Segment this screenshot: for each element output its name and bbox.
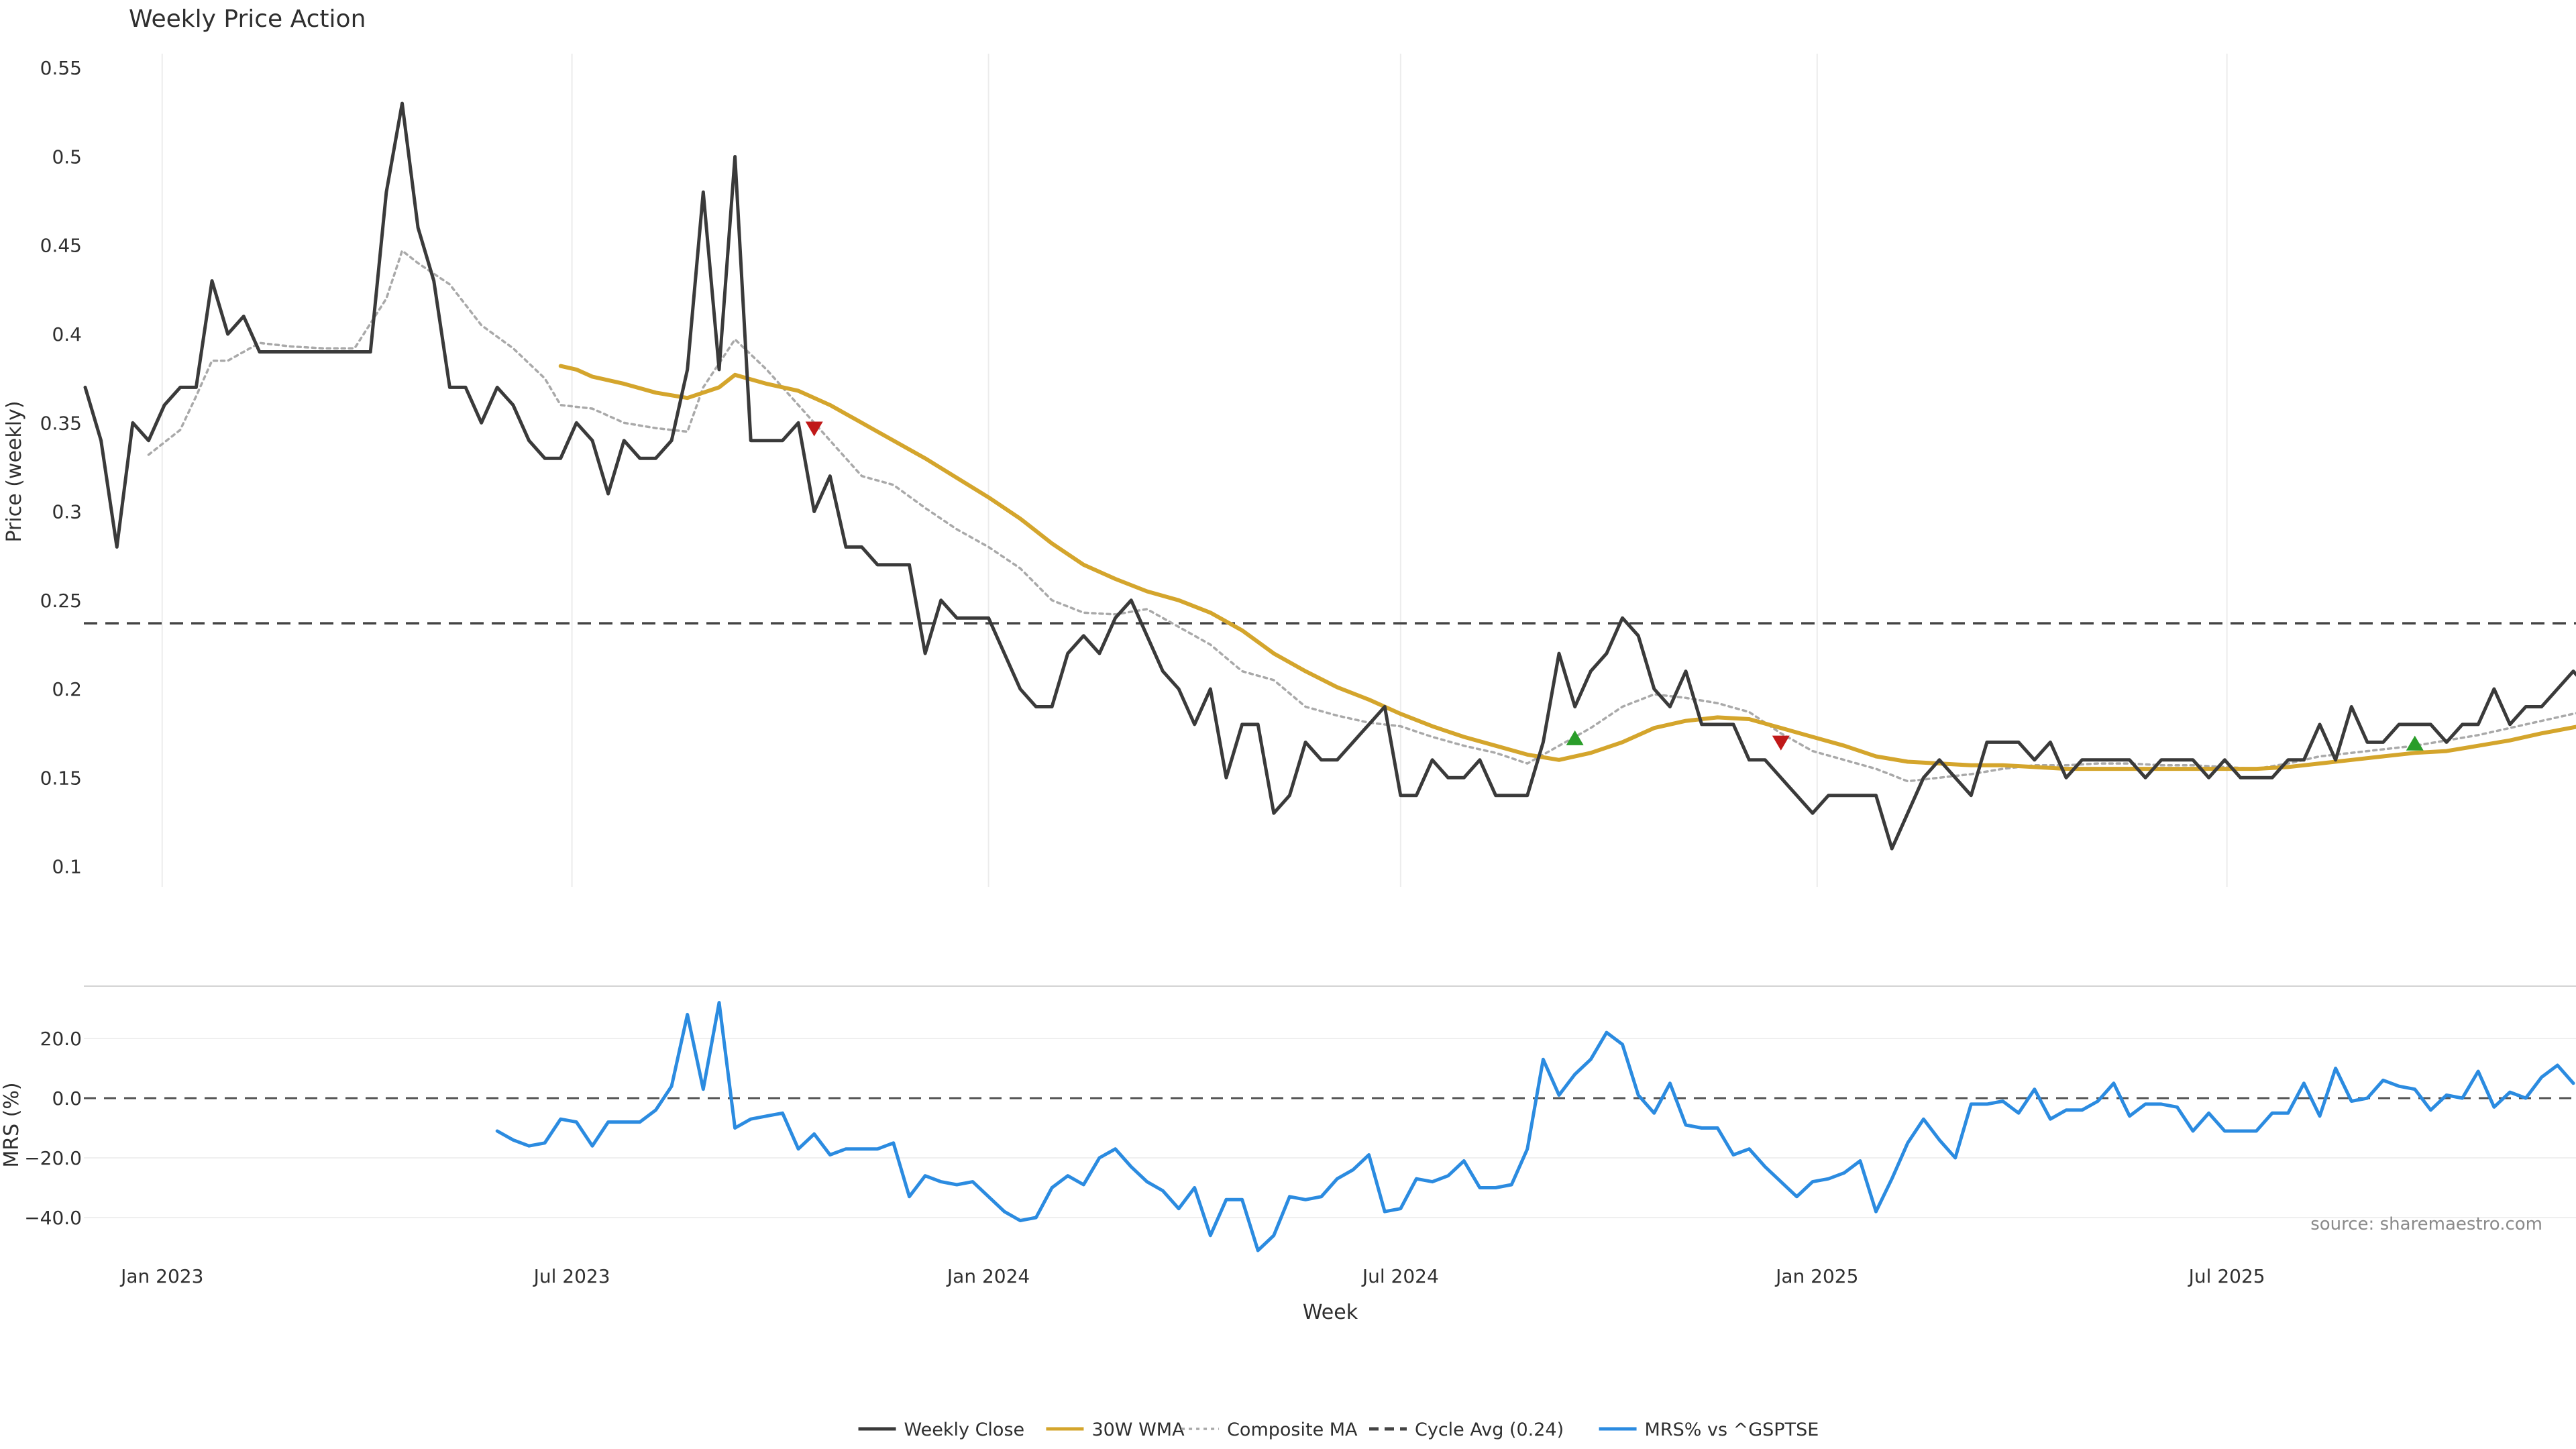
price-y-ticks: 0.1 0.15 0.2 0.25 0.3 0.35 0.4 0.45 0.5 0.55: [40, 57, 82, 877]
legend-label: Weekly Close: [904, 1419, 1025, 1440]
mrs-y-tick-label: −40.0: [24, 1207, 82, 1229]
x-tick-label: Jan 2024: [946, 1265, 1030, 1287]
buy-signal-marker: [1566, 730, 1584, 745]
x-axis-label: Week: [1303, 1301, 1358, 1324]
mrs-panel: −40.0 −20.0 0.0 20.0 MRS (%) source: sharem…: [0, 985, 2576, 1252]
buy-signal-marker: [2406, 735, 2424, 751]
price-y-tick-label: 0.4: [52, 323, 82, 345]
price-y-axis-label: Price (weekly): [3, 400, 26, 542]
price-grid: [84, 54, 2576, 887]
legend-label: 30W WMA: [1091, 1419, 1185, 1440]
source-annotation: source: sharemaestro.com: [2310, 1214, 2542, 1234]
price-y-tick-label: 0.15: [40, 767, 82, 789]
price-y-tick-label: 0.2: [52, 678, 82, 700]
x-tick-label: Jan 2023: [119, 1265, 203, 1287]
price-y-tick-label: 0.35: [40, 412, 82, 434]
mrs-y-tick-label: 0.0: [52, 1087, 82, 1110]
price-panel: 0.1 0.15 0.2 0.25 0.3 0.35 0.4 0.45 0.5 0.55 Week…: [3, 5, 2576, 887]
price-series: [83, 101, 2576, 851]
weekly-close-line: [83, 101, 2576, 851]
x-tick-label: Jul 2024: [1361, 1265, 1439, 1287]
legend-label: Composite MA: [1227, 1419, 1358, 1440]
sell-signal-marker: [1772, 735, 1790, 751]
price-y-tick-label: 0.1: [52, 856, 82, 878]
mrs-y-ticks: −40.0 −20.0 0.0 20.0: [24, 1028, 82, 1229]
composite-ma-line: [147, 249, 2576, 783]
price-y-tick-label: 0.55: [40, 57, 82, 79]
legend-label: Cycle Avg (0.24): [1415, 1419, 1564, 1440]
price-y-tick-label: 0.5: [52, 146, 82, 168]
mrs-grid: [84, 1038, 2576, 1218]
mrs-y-axis-label: MRS (%): [0, 1082, 23, 1167]
price-chart-title: Weekly Price Action: [129, 5, 366, 33]
mrs-line: [495, 1001, 2575, 1252]
mrs-series: [495, 1001, 2575, 1252]
x-tick-label: Jan 2025: [1774, 1265, 1858, 1287]
x-tick-label: Jul 2025: [2188, 1265, 2265, 1287]
sell-signal-marker: [805, 421, 823, 437]
price-y-tick-label: 0.45: [40, 235, 82, 257]
wma-30w-line: [558, 364, 2576, 771]
price-y-tick-label: 0.3: [52, 501, 82, 523]
price-y-tick-label: 0.25: [40, 590, 82, 612]
mrs-y-tick-label: 20.0: [40, 1028, 82, 1050]
mrs-y-tick-label: −20.0: [24, 1147, 82, 1169]
legend-label: MRS% vs ^GSPTSE: [1645, 1419, 1819, 1440]
legend: Weekly Close 30W WMA Composite MA Cycle Avg…: [858, 1419, 1819, 1440]
x-axis-ticks: Jan 2023 Jul 2023 Jan 2024 Jul 2024 Jan 2025…: [119, 1265, 2265, 1287]
price-markers: [805, 421, 2424, 751]
x-tick-label: Jul 2023: [533, 1265, 610, 1287]
